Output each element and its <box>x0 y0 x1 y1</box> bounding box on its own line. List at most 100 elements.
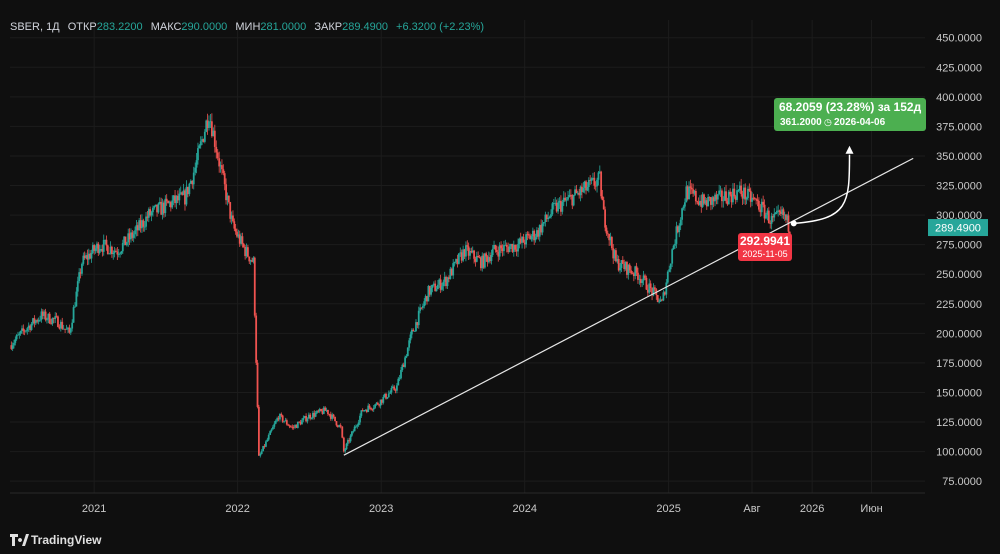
header-high-value: 290.0000 <box>181 21 227 33</box>
candle-body <box>495 249 498 253</box>
candle-body <box>649 283 652 288</box>
candle-body <box>589 179 592 181</box>
candle-body <box>262 445 265 452</box>
candle-body <box>346 440 349 444</box>
candle-body <box>689 186 692 188</box>
candle-body <box>749 190 752 202</box>
candle-body <box>367 405 370 412</box>
candle-body <box>294 425 296 428</box>
x-axis[interactable]: 2021 2022 2023 2024 2025 Авг 2026 Июн <box>82 503 883 515</box>
projection-tool[interactable]: 68.2059 (23.28%) за 152д 361.2000 ◷ 2026… <box>738 98 926 261</box>
candle-body <box>519 238 522 243</box>
candle-body <box>548 216 551 218</box>
candle-body <box>372 407 375 410</box>
candle-body <box>716 194 719 200</box>
candle-body <box>740 185 743 195</box>
candle-body <box>726 201 729 205</box>
candle-body <box>745 197 748 200</box>
y-tick-label: 175.0000 <box>936 358 982 370</box>
candle-body <box>258 406 260 456</box>
candle-body <box>206 120 209 128</box>
candle-body <box>471 250 474 253</box>
candle-body <box>646 289 649 293</box>
candle-body <box>227 195 230 203</box>
candle-body <box>113 250 116 253</box>
candle-body <box>505 244 508 247</box>
candle-body <box>188 183 191 195</box>
candle-body <box>252 257 255 262</box>
y-tick-label: 375.0000 <box>936 121 982 133</box>
candle-body <box>360 410 363 416</box>
candle-body <box>574 189 576 195</box>
candle-body <box>117 254 120 256</box>
candle-body <box>456 259 459 264</box>
x-tick-label: Июн <box>860 503 882 515</box>
candle-body <box>639 278 642 283</box>
projection-start-point[interactable] <box>790 220 797 227</box>
candle-body <box>486 256 489 262</box>
trendline[interactable] <box>343 157 914 456</box>
candle-body <box>97 243 100 253</box>
candle-body <box>279 414 281 420</box>
candle-body <box>651 287 653 296</box>
candle-body <box>332 414 335 417</box>
candle-body <box>355 426 357 428</box>
candle-body <box>36 320 39 322</box>
candle-body <box>592 177 594 179</box>
candle-body <box>578 192 581 196</box>
candle-body <box>197 148 199 161</box>
candle-body <box>641 280 644 283</box>
candle-body <box>438 279 441 285</box>
candle-body <box>489 257 492 262</box>
candle-body <box>78 272 81 282</box>
candle-body <box>396 385 398 391</box>
header-low-value: 281.0000 <box>260 21 306 33</box>
candle-body <box>185 186 188 205</box>
candle-body <box>545 214 548 220</box>
low-label-price: 292.9941 <box>740 234 790 248</box>
candle-body <box>305 416 307 422</box>
candle-body <box>648 283 651 293</box>
candle-body <box>452 263 455 276</box>
candle-body <box>729 191 732 195</box>
candle-body <box>719 190 722 192</box>
candle-body <box>51 318 54 324</box>
candle-body <box>530 236 533 240</box>
candle-body <box>590 178 593 181</box>
candle-body <box>58 327 61 329</box>
candle-body <box>285 420 288 425</box>
candle-body <box>666 271 669 283</box>
candle-body <box>569 194 572 196</box>
candle-body <box>223 173 226 185</box>
candle-body <box>775 210 778 213</box>
y-tick-label: 75.0000 <box>942 476 982 488</box>
projection-curve <box>793 154 851 225</box>
candle-body <box>345 443 348 450</box>
candle-body <box>136 225 139 231</box>
candle-body <box>441 286 443 290</box>
candle-body <box>427 285 430 302</box>
candle-body <box>179 192 182 194</box>
candle-body <box>632 273 635 277</box>
candle-body <box>565 199 568 201</box>
candle-body <box>160 201 163 215</box>
candle-body <box>153 206 156 208</box>
candle-body <box>606 233 609 235</box>
candle-body <box>642 275 645 281</box>
low-label-box[interactable]: 292.9941 2025-11-05 <box>738 233 792 261</box>
candle-body <box>671 249 674 264</box>
candle-body <box>738 185 741 191</box>
watermark-text: TradingView <box>31 533 102 547</box>
candle-body <box>192 172 195 185</box>
candle-body <box>732 188 734 203</box>
projection-label-box[interactable]: 68.2059 (23.28%) за 152д 361.2000 ◷ 2026… <box>774 98 926 131</box>
candle-body <box>33 318 36 324</box>
candle-body <box>34 320 37 324</box>
candle-body <box>457 253 460 264</box>
candle-body <box>778 210 781 213</box>
candle-body <box>67 327 69 329</box>
candle-body <box>630 270 632 274</box>
candle-body <box>685 186 688 203</box>
candle-body <box>423 301 426 307</box>
